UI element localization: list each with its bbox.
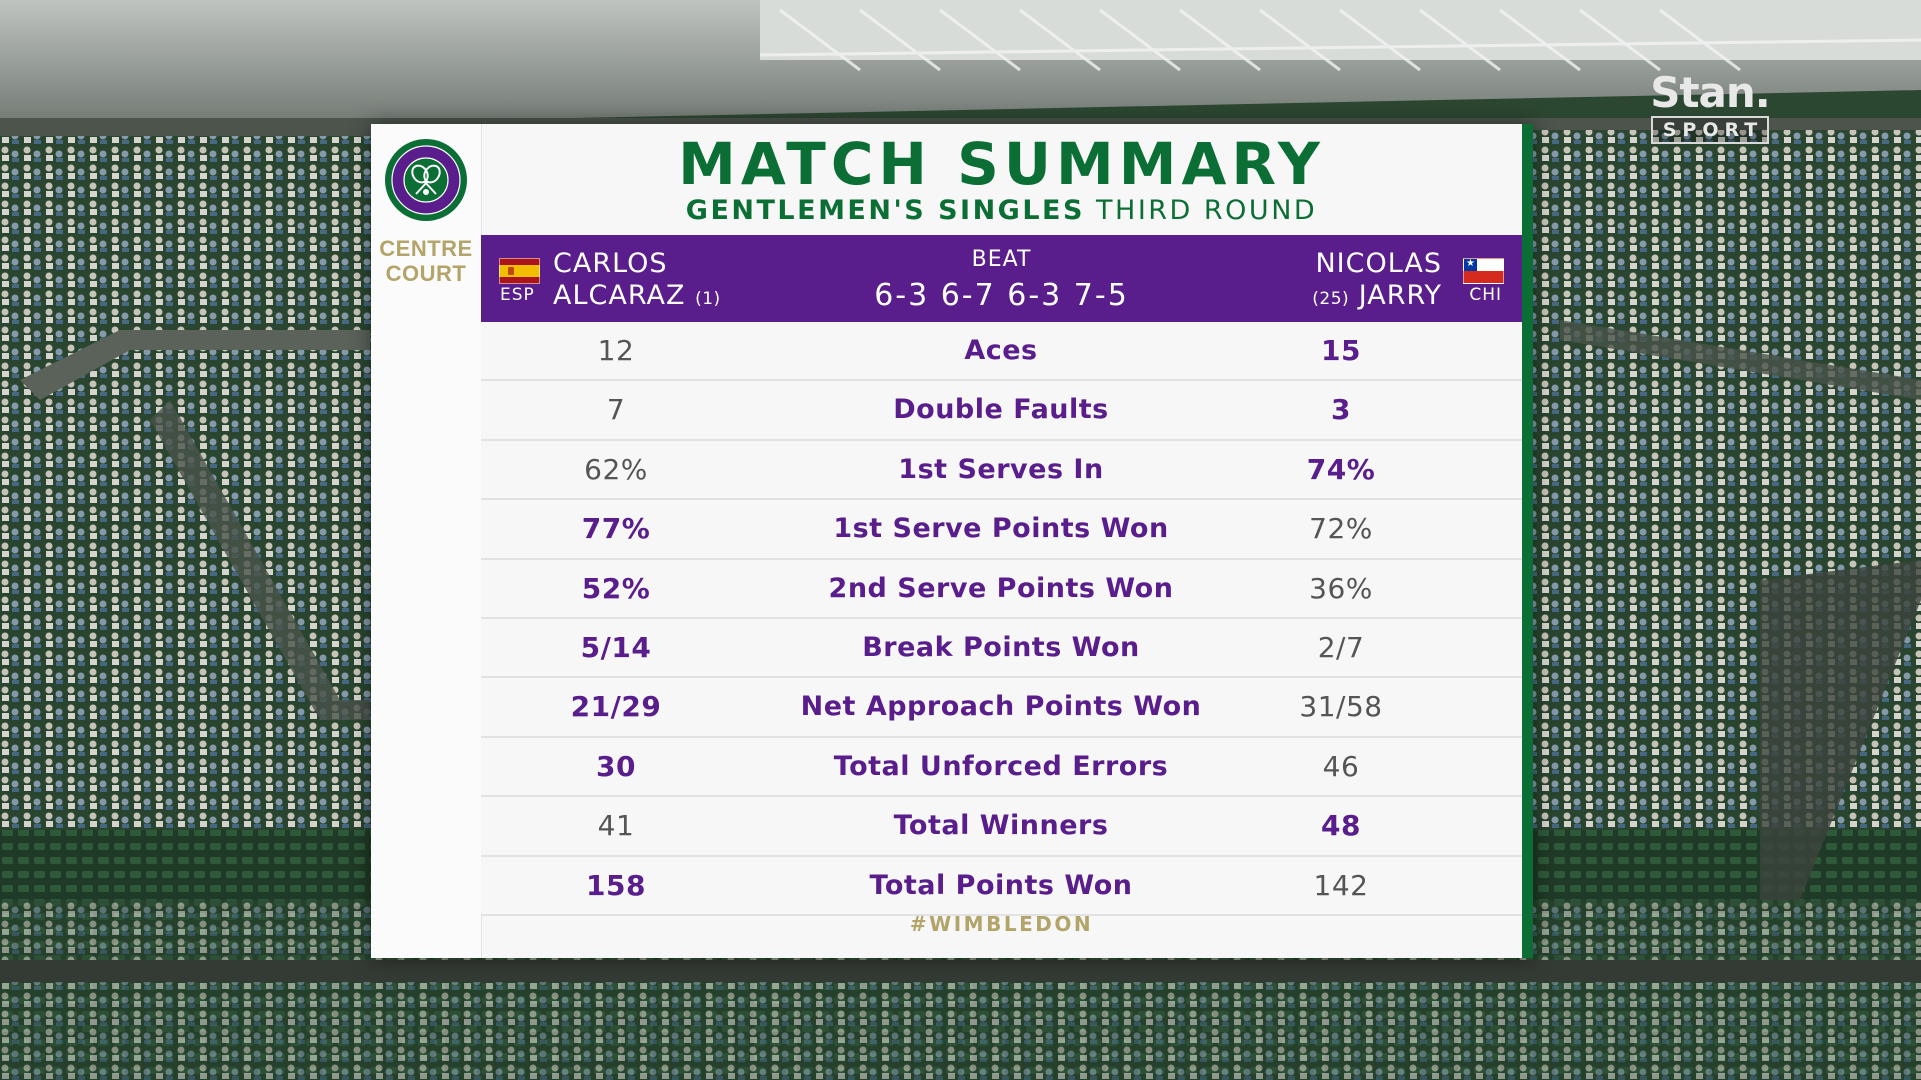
player1-stat-value: 62%	[584, 452, 648, 486]
stat-row: 52% 2nd Serve Points Won 36%	[481, 559, 1522, 619]
stat-label: Net Approach Points Won	[800, 691, 1202, 723]
stats-table: 12 Aces 15 7 Double Faults 3 62% 1st Ser…	[481, 322, 1522, 916]
player2-stat-value: 72%	[1309, 512, 1373, 546]
stat-row: 41 Total Winners 48	[481, 797, 1522, 857]
stat-row: 21/29 Net Approach Points Won 31/58	[481, 678, 1522, 738]
stat-row: 30 Total Unforced Errors 46	[481, 737, 1522, 798]
stat-label: Total Winners	[893, 810, 1109, 842]
stat-row: 7 Double Faults 3	[481, 381, 1522, 441]
page-title: MATCH SUMMARY	[678, 130, 1325, 198]
player2-last-name: (25) JARRY	[1312, 280, 1442, 315]
player2-stat-value: 15	[1321, 334, 1361, 367]
player1-stat-value: 41	[597, 809, 635, 843]
wimbledon-crest-icon	[385, 139, 467, 221]
match-result-bar: ESP CARLOS ALCARAZ (1) BEAT 6-3 6-7 6-3 …	[481, 235, 1522, 322]
player1-stat-value: 21/29	[570, 690, 662, 724]
player1-seed: (1)	[695, 289, 721, 309]
player1-stat-value: 12	[597, 334, 635, 367]
player2-stat-value: 48	[1321, 809, 1361, 843]
chile-flag-icon	[1463, 257, 1504, 284]
stat-label: Double Faults	[893, 394, 1109, 426]
player1-surname: ALCARAZ	[553, 280, 686, 311]
player2-stat-value: 74%	[1306, 452, 1376, 486]
spain-flag-icon	[499, 258, 540, 284]
result-word: BEAT	[971, 247, 1032, 272]
player1-last-name: ALCARAZ (1)	[553, 280, 721, 315]
panel-accent-stripe	[1522, 124, 1533, 958]
player2-stat-value: 2/7	[1317, 630, 1365, 664]
hashtag-footer: #WIMBLEDON	[909, 912, 1094, 936]
venue-line-2: COURT	[385, 261, 467, 286]
stat-label: 2nd Serve Points Won	[828, 572, 1174, 604]
stat-row: 12 Aces 15	[481, 322, 1522, 382]
player2-first-name: NICOLAS	[1315, 248, 1442, 279]
player1-first-name: CARLOS	[553, 248, 668, 279]
broadcaster-name: Stan.	[1650, 68, 1771, 117]
player2-seed: (25)	[1312, 289, 1350, 309]
player1-stat-value: 77%	[581, 512, 651, 546]
player2-country-code: CHI	[1469, 285, 1502, 305]
stat-row: 62% 1st Serves In 74%	[481, 440, 1522, 501]
stat-label: 1st Serves In	[898, 453, 1104, 485]
event-subtitle: GENTLEMEN'S SINGLES THIRD ROUND	[481, 195, 1522, 227]
stat-label: Total Unforced Errors	[833, 750, 1169, 782]
player1-stat-value: 52%	[581, 571, 651, 605]
stat-label: 1st Serve Points Won	[833, 513, 1169, 545]
stat-label: Aces	[964, 335, 1038, 366]
broadcaster-logo: Stan. SPORT	[1645, 70, 1775, 144]
stat-row: 5/14 Break Points Won 2/7	[481, 618, 1522, 679]
event-name: GENTLEMEN'S SINGLES	[685, 195, 1085, 226]
player2-stat-value: 3	[1331, 393, 1351, 427]
player2-stat-value: 46	[1322, 749, 1360, 783]
match-score: 6-3 6-7 6-3 7-5	[874, 278, 1129, 313]
player2-surname: JARRY	[1358, 280, 1442, 311]
player2-stat-value: 142	[1313, 868, 1369, 902]
stat-row: 158 Total Points Won 142	[481, 856, 1522, 916]
venue-line-1: CENTRE	[379, 236, 473, 261]
broadcaster-channel: SPORT	[1650, 116, 1770, 144]
player2-stat-value: 36%	[1309, 571, 1373, 605]
stat-row: 77% 1st Serve Points Won 72%	[481, 500, 1522, 560]
round-name: THIRD ROUND	[1096, 195, 1318, 226]
stat-label: Total Points Won	[869, 869, 1133, 901]
stat-label: Break Points Won	[862, 631, 1140, 663]
player1-stat-value: 30	[596, 749, 636, 783]
player1-stat-value: 158	[586, 868, 646, 902]
venue-label: CENTRE COURT	[371, 236, 481, 286]
player1-country-code: ESP	[500, 285, 535, 305]
player1-stat-value: 7	[606, 393, 626, 427]
player1-stat-value: 5/14	[580, 630, 652, 664]
player2-stat-value: 31/58	[1299, 690, 1383, 724]
tournament-sidebar: CENTRE COURT	[371, 124, 482, 958]
